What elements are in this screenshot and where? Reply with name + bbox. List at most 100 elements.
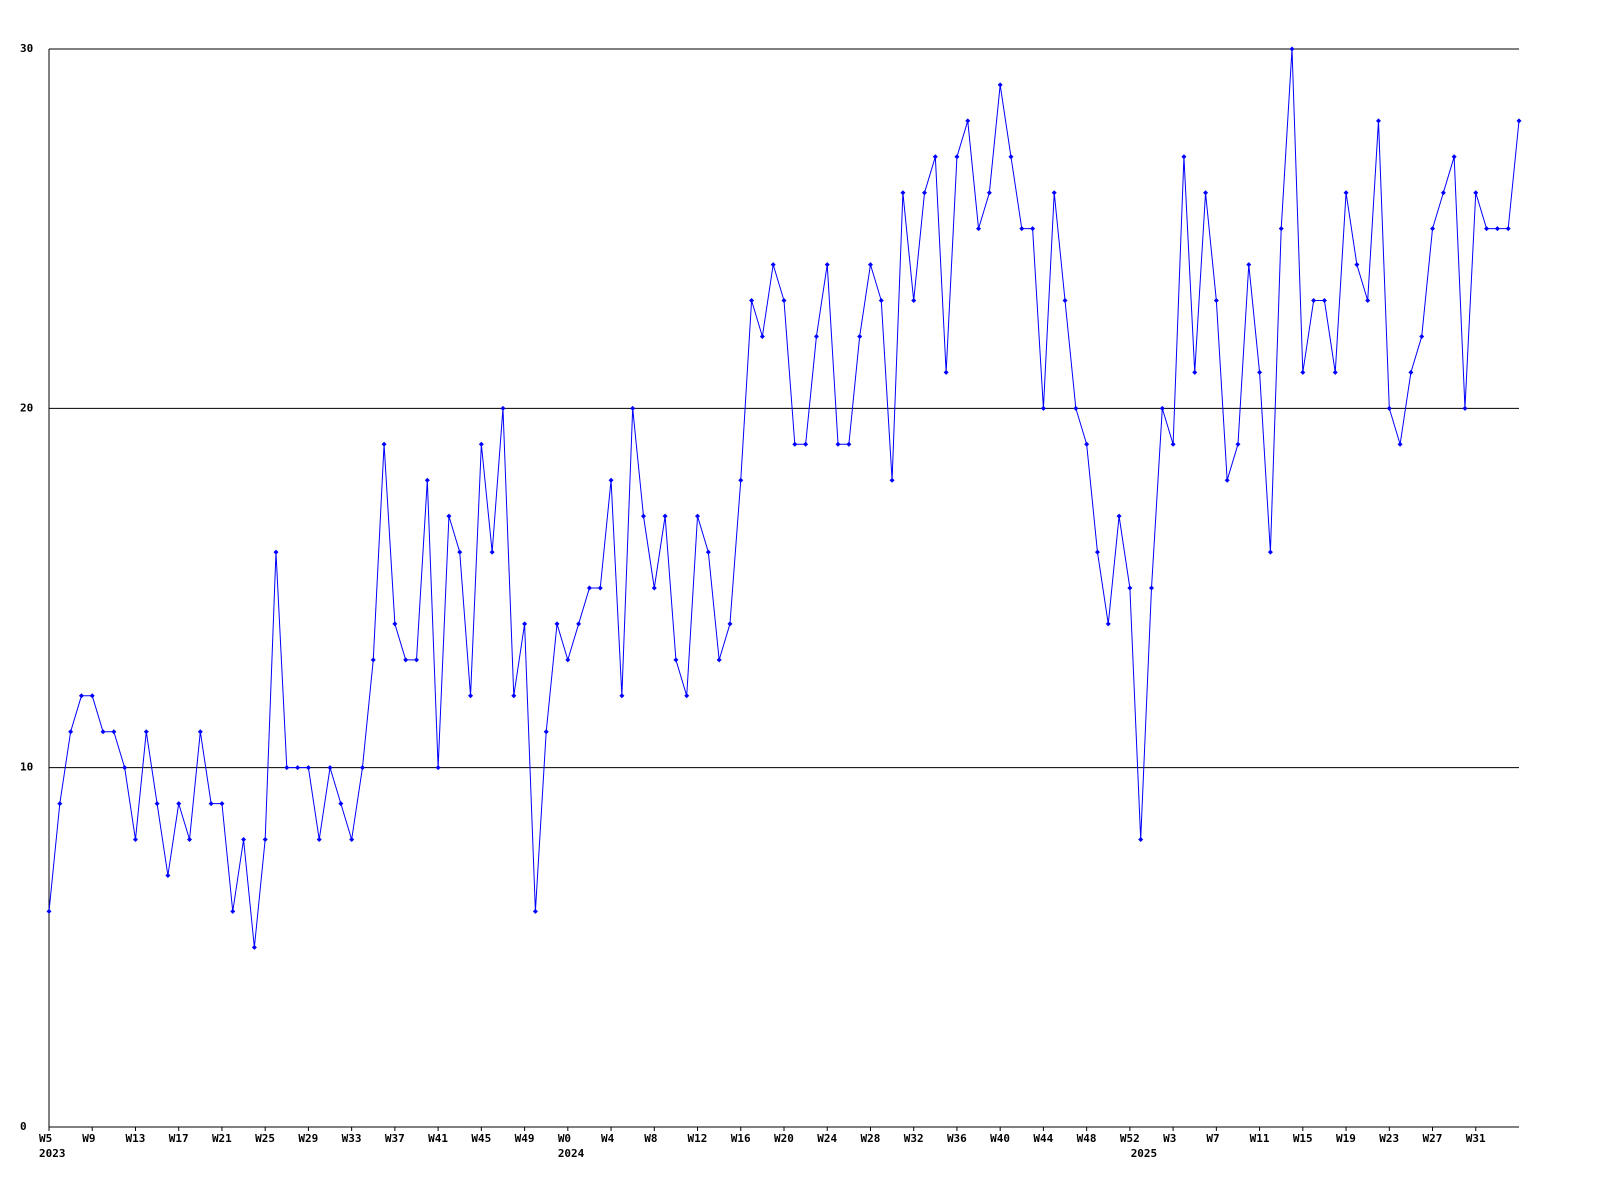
data-point [349,837,355,843]
data-point [1505,226,1511,232]
data-point [986,190,992,196]
data-point [727,621,733,627]
data-point [57,801,63,807]
data-point [965,118,971,124]
data-point [511,693,517,699]
data-point [1430,226,1436,232]
data-point [749,298,755,304]
x-tick-label: W24 [817,1132,837,1145]
data-point [273,549,279,555]
data-point [1192,369,1198,375]
data-point [359,765,365,771]
data-point [1343,190,1349,196]
x-tick-label: W28 [860,1132,880,1145]
data-point [208,801,214,807]
data-point [262,837,268,843]
x-tick-label: W36 [947,1132,967,1145]
data-point [1246,262,1252,268]
data-point [1451,154,1457,160]
data-point [705,549,711,555]
data-point [1062,298,1068,304]
data-point [241,837,247,843]
data-point [489,549,495,555]
data-point [122,765,128,771]
x-tick-label: W52 [1120,1132,1140,1145]
data-point [997,82,1003,88]
data-point [878,298,884,304]
data-point [132,837,138,843]
data-point [1051,190,1057,196]
data-point [251,944,257,950]
data-point [943,369,949,375]
data-point [867,262,873,268]
data-point [1149,585,1154,591]
data-point [46,908,52,914]
data-point [1332,369,1338,375]
data-point [165,872,171,878]
data-point [1375,118,1381,124]
data-point [1257,369,1263,375]
data-point [338,801,344,807]
data-point [1321,298,1327,304]
data-point [457,549,463,555]
data-point [1494,226,1500,232]
data-point [792,441,798,447]
data-point [586,585,592,591]
data-point [846,441,852,447]
data-point [1170,441,1176,447]
data-point [468,693,474,699]
data-point [813,333,819,339]
data-point [1267,549,1273,555]
x-tick-label: W16 [731,1132,751,1145]
data-point [1289,46,1295,52]
x-tick-label: W19 [1336,1132,1356,1145]
data-point [187,837,193,843]
data-point [197,729,203,735]
data-point [716,657,722,663]
data-point [316,837,322,843]
x-year-label: 2024 [558,1147,585,1160]
data-point [932,154,938,160]
x-tick-label: W12 [688,1132,708,1145]
y-tick-label: 0 [20,1120,27,1133]
data-point [424,477,430,483]
data-point [1138,837,1144,843]
x-tick-label: W3 [1163,1132,1176,1145]
data-point [1311,298,1317,304]
data-point [1213,298,1219,304]
x-tick-label: W37 [385,1132,405,1145]
x-tick-label: W40 [990,1132,1010,1145]
data-point [976,226,982,232]
data-point [1008,154,1014,160]
data-point [403,657,409,663]
data-point [619,693,625,699]
data-point [327,765,333,771]
data-point [781,298,787,304]
data-point [695,513,701,519]
data-point [1019,226,1025,232]
data-point [1516,118,1522,124]
data-point [1408,369,1414,375]
data-point [392,621,398,627]
data-point [803,441,809,447]
data-point [435,765,441,771]
data-point [176,801,182,807]
x-tick-label: W29 [298,1132,318,1145]
data-point [576,621,582,627]
data-point [295,765,301,771]
data-point [1159,405,1165,411]
x-tick-label: W17 [169,1132,189,1145]
y-tick-label: 30 [20,42,33,55]
x-tick-label: W4 [601,1132,615,1145]
data-point [1386,405,1392,411]
data-point [219,801,225,807]
data-point [608,477,614,483]
x-tick-label: W8 [644,1132,657,1145]
x-tick-label: W25 [255,1132,275,1145]
x-tick-label: W27 [1423,1132,1443,1145]
x-tick-label: W13 [125,1132,145,1145]
x-tick-label: W9 [82,1132,95,1145]
